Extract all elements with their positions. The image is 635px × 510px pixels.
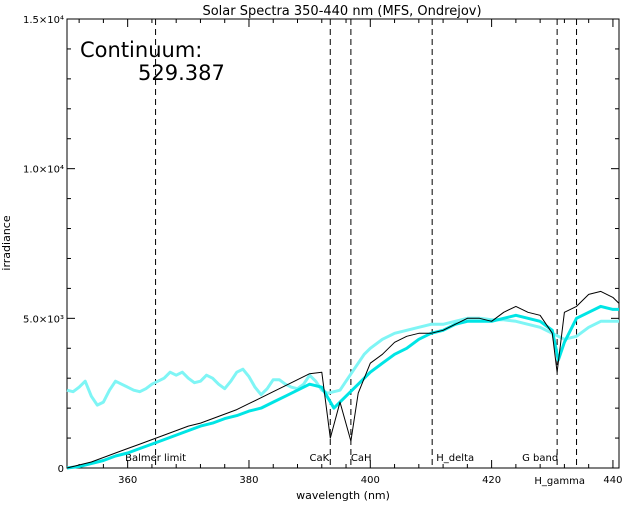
x-tick-label: 420 xyxy=(482,475,501,486)
marker-label: CaH xyxy=(351,453,372,464)
x-tick-label: 360 xyxy=(118,475,137,486)
marker-label: H_gamma xyxy=(534,476,585,487)
series-line-1 xyxy=(66,304,619,470)
x-tick-label: 440 xyxy=(603,475,622,486)
x-tick-label: 400 xyxy=(361,475,380,486)
continuum-label: Continuum: xyxy=(80,38,202,62)
chart-title: Solar Spectra 350-440 nm (MFS, Ondrejov) xyxy=(202,4,481,19)
y-tick-label: 1.0×10⁴ xyxy=(23,165,64,176)
series-line-2 xyxy=(66,316,619,407)
y-tick-label: 0 xyxy=(58,464,64,475)
y-tick-label: 1.5×10⁴ xyxy=(23,15,64,26)
marker-label: H_delta xyxy=(436,453,474,464)
x-tick-label: 380 xyxy=(239,475,258,486)
x-axis-label: wavelength (nm) xyxy=(296,489,390,502)
marker-label: G band xyxy=(522,453,558,464)
y-axis: 0 5.0×10³ 1.0×10⁴ 1.5×10⁴ xyxy=(23,15,619,475)
series-line-0 xyxy=(66,290,620,469)
y-axis-label: irradiance xyxy=(0,215,13,270)
spectrum-series xyxy=(66,290,620,470)
x-axis: 360 380 400 420 440 xyxy=(78,19,622,486)
marker-label: Balmer limit xyxy=(125,453,186,464)
continuum-value: 529.387 xyxy=(138,61,225,85)
y-tick-label: 5.0×10³ xyxy=(23,314,64,325)
plot-frame xyxy=(66,18,620,469)
marker-label: CaK xyxy=(310,453,330,464)
